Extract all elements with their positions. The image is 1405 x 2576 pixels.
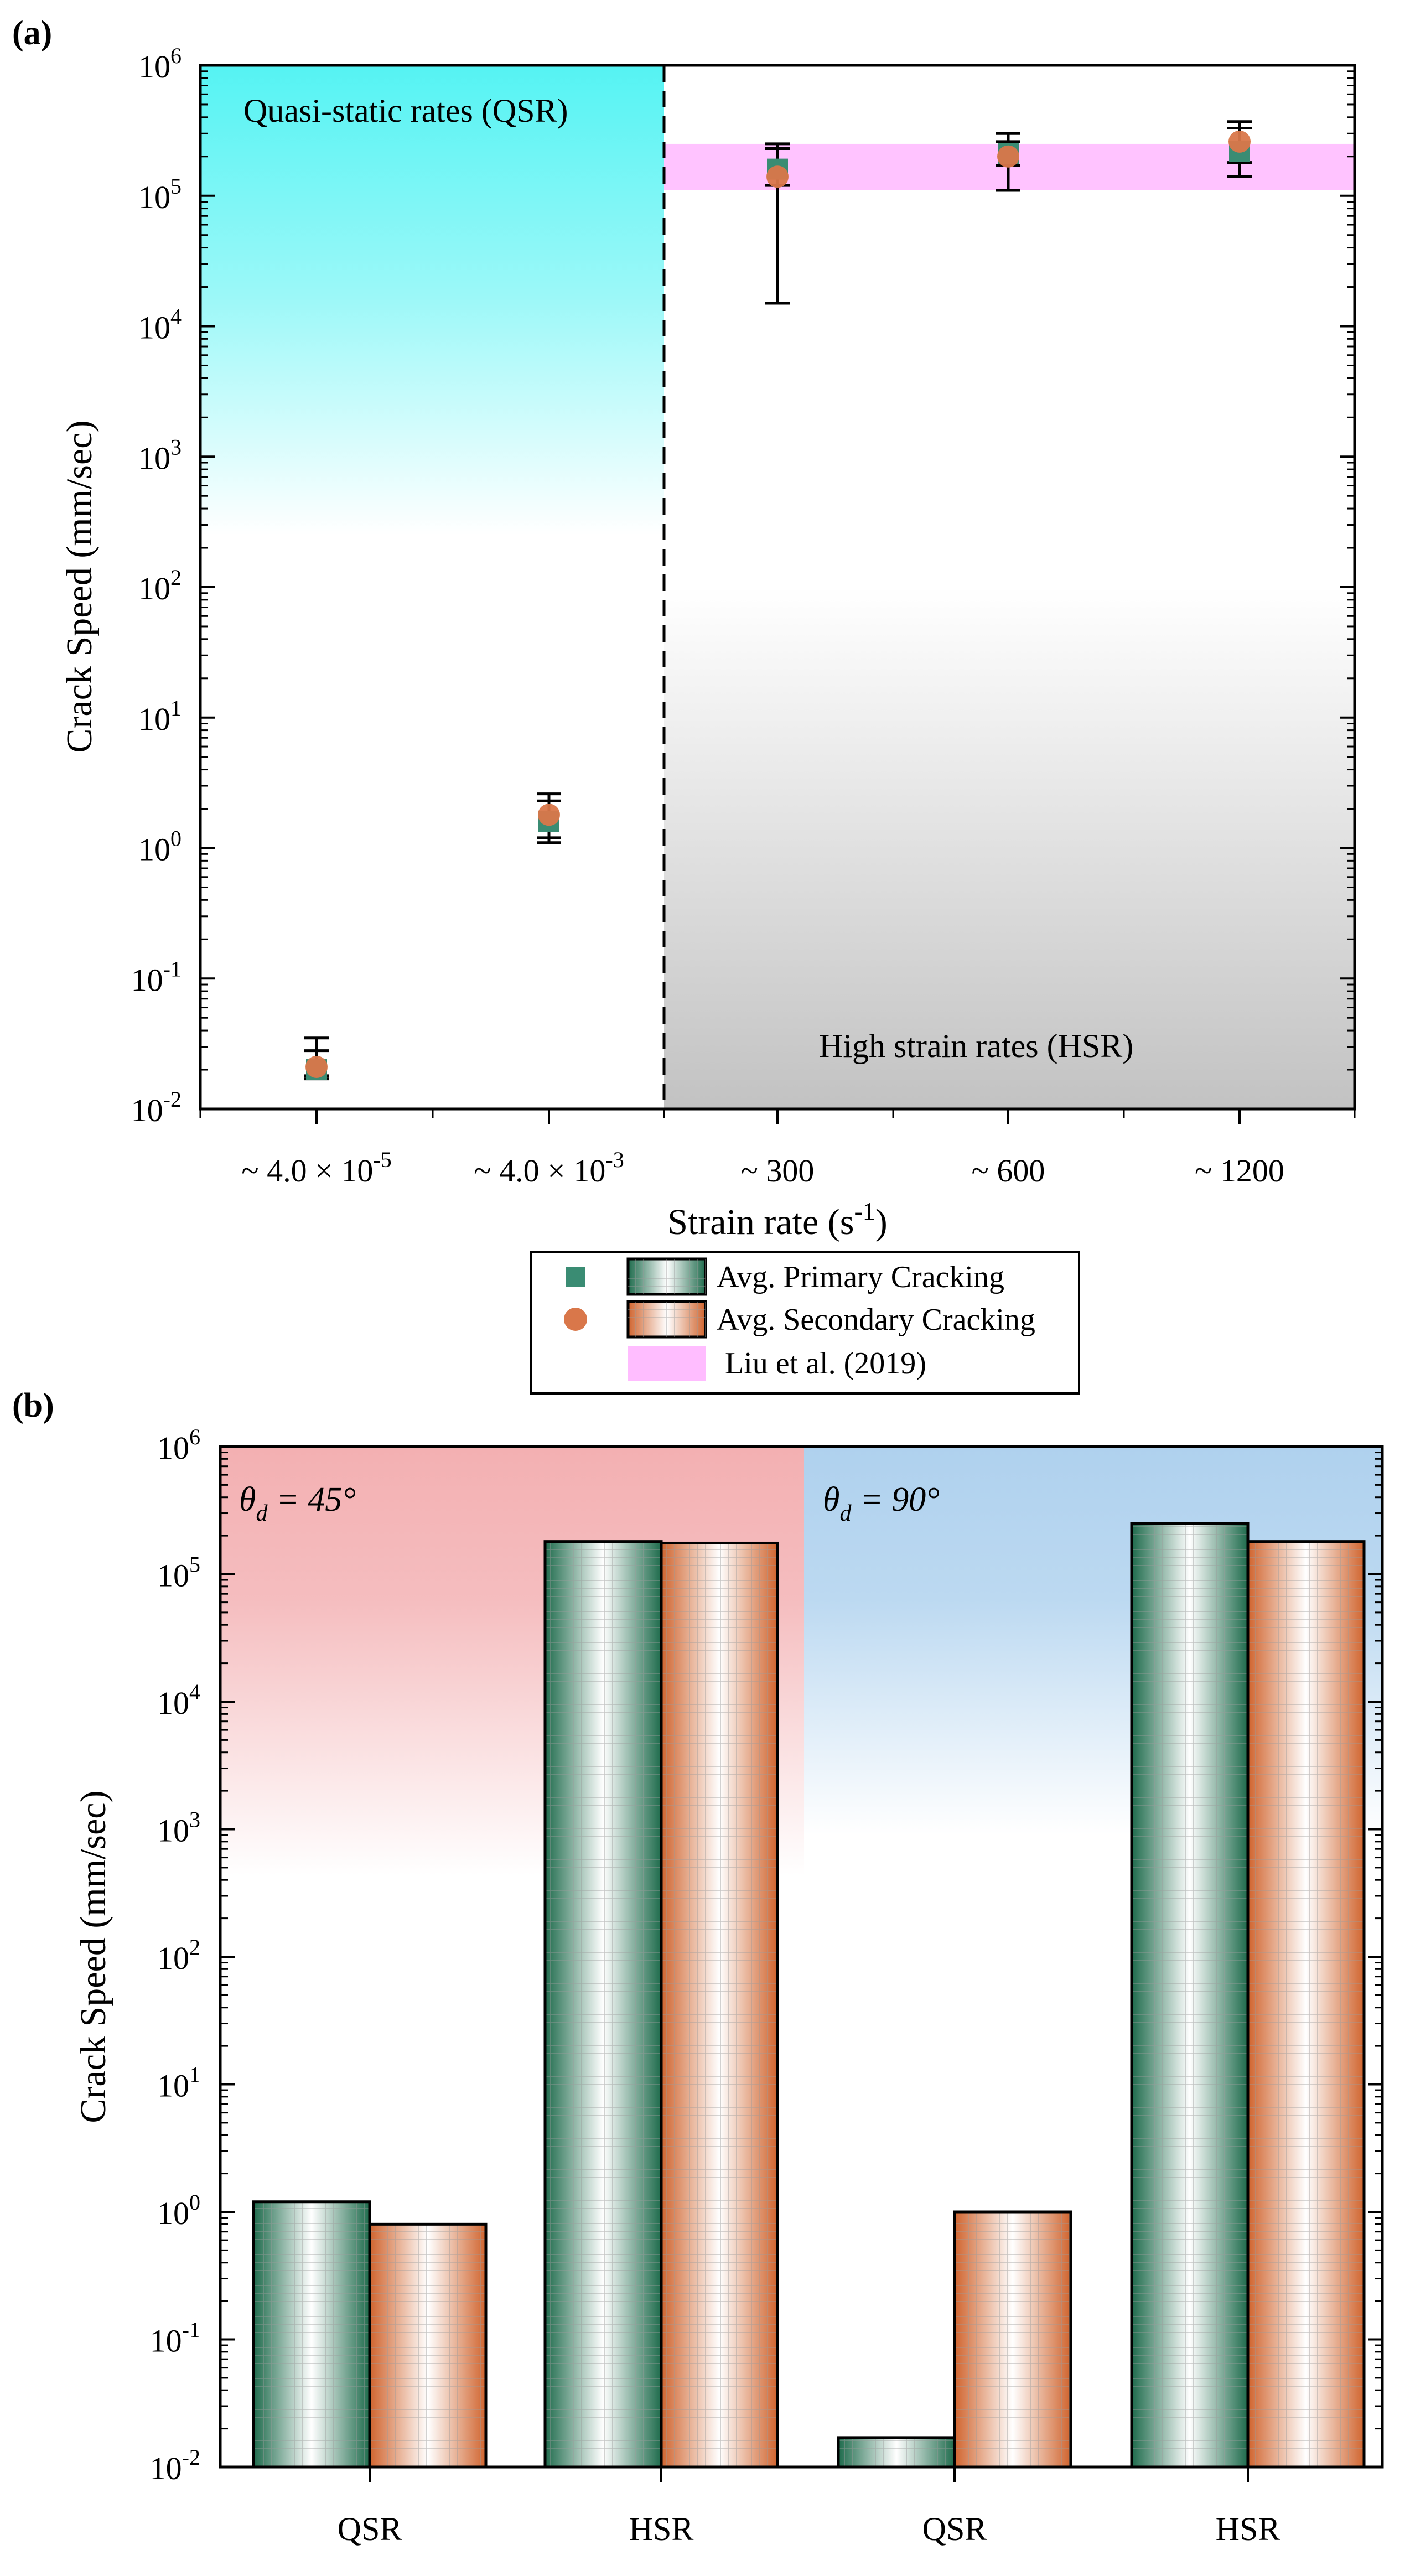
y-tick-label: 100 [138,826,182,868]
theta-45-label: θd = 45° [239,1481,356,1526]
x-axis-ticks: QSR HSR QSR HSR [338,2467,1280,2547]
panel-a-scatter-chart: Quasi-static rates (QSR) High strain rat… [59,43,1356,1395]
secondary-cracking-point [997,145,1019,168]
primary-cracking-bar-pattern [1132,1523,1248,2467]
y-tick-label: 10-2 [150,2445,200,2486]
legend: Avg. Primary Cracking Avg. Secondary Cra… [530,1251,1080,1395]
legend-secondary-label: Avg. Secondary Cracking [717,1303,1035,1337]
legend-green-bar-pattern [628,1259,706,1294]
x-tick-label: QSR [338,2511,402,2547]
y-axis-label: Crack Speed (mm/sec) [73,1790,113,2123]
y-tick-label: 10-1 [150,2318,200,2359]
panel-label-b: (b) [12,1387,54,1424]
x-axis-label: Strain rate (s-1) [667,1197,888,1242]
plot-frame [219,1445,1384,2469]
x-tick-label: QSR [922,2511,987,2547]
y-tick-label: 100 [157,2190,200,2231]
y-tick-label: 102 [138,565,182,607]
y-tick-label: 10-2 [131,1087,182,1128]
hsr-region [664,65,1355,1109]
secondary-cracking-bar-pattern [370,2224,486,2467]
legend-orange-bar-pattern [628,1302,706,1337]
bars [252,1522,1366,2469]
x-axis-ticks: ~ 4.0 × 10-5 ~ 4.0 × 10-3 ~ 300 ~ 600 ~ 1200 [199,1109,1356,1189]
y-tick-label: 10-1 [131,956,182,998]
legend-primary: Avg. Primary Cracking [566,1257,1004,1296]
y-tick-label: 101 [138,696,182,737]
primary-cracking-bar-pattern [545,1541,661,2467]
y-tick-label: 104 [138,304,182,346]
y-tick-label: 104 [157,1680,200,1721]
primary-cracking-bar-pattern [253,2201,370,2467]
x-tick-label: ~ 1200 [1195,1153,1284,1189]
data-points [305,130,1251,1081]
y-tick-label: 101 [157,2062,200,2104]
legend-reference-label: Liu et al. (2019) [725,1346,926,1381]
legend-reference: Liu et al. (2019) [628,1346,926,1381]
hsr-label: High strain rates (HSR) [819,1028,1133,1064]
legend-box [530,1251,1080,1395]
x-tick-label: ~ 4.0 × 10-3 [474,1147,624,1189]
x-tick-label: HSR [1216,2511,1280,2547]
y-tick-label: 106 [157,1424,200,1466]
qsr-label: Quasi-static rates (QSR) [243,92,568,129]
panel-label-a: (a) [12,14,52,52]
panel-b-bar-chart: θd = 45° θd = 90° 10-2 10-1 100 101 102 103 10… [73,1424,1384,2547]
qsr-region [200,65,664,1109]
secondary-cracking-bar-pattern [1248,1541,1364,2467]
primary-cracking-bar-pattern [838,2437,955,2467]
y-tick-label: 105 [157,1552,200,1594]
secondary-cracking-point [766,165,789,188]
x-tick-label: ~ 4.0 × 10-5 [241,1147,391,1189]
x-tick-label: HSR [629,2511,694,2547]
y-tick-label: 103 [157,1807,200,1849]
y-tick-label: 103 [138,434,182,476]
plot-frame [199,64,1356,1111]
x-tick-label: ~ 300 [741,1153,815,1189]
legend-circle-marker [564,1308,587,1331]
legend-primary-label: Avg. Primary Cracking [717,1260,1004,1294]
secondary-cracking-point [305,1056,328,1079]
secondary-cracking-point [538,804,560,826]
x-tick-label: ~ 600 [972,1153,1045,1189]
legend-secondary: Avg. Secondary Cracking [564,1300,1035,1339]
secondary-cracking-bar-pattern [955,2212,1071,2467]
y-tick-label: 102 [157,1935,200,1976]
legend-square-marker [566,1267,585,1287]
y-axis-label: Crack Speed (mm/sec) [59,420,100,753]
secondary-cracking-bar-pattern [661,1543,777,2467]
y-tick-label: 106 [138,43,182,85]
legend-pink-band-swatch [628,1346,706,1381]
y-tick-label: 105 [138,174,182,215]
theta-90-label: θd = 90° [823,1481,940,1526]
secondary-cracking-point [1228,130,1251,153]
